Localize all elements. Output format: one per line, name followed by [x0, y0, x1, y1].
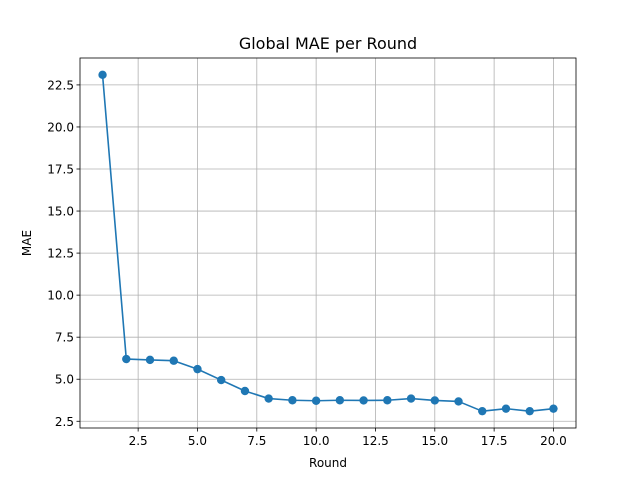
y-tick-label: 15.0	[47, 205, 74, 219]
x-axis-label: Round	[309, 456, 347, 470]
x-tick-label: 10.0	[303, 434, 330, 448]
y-axis-label: MAE	[20, 230, 34, 256]
data-point	[264, 394, 273, 403]
data-point	[549, 404, 558, 413]
data-point	[383, 396, 392, 405]
grid-layer	[80, 58, 576, 428]
data-point	[454, 397, 463, 406]
x-tick-label: 7.5	[247, 434, 266, 448]
data-point	[288, 396, 297, 405]
data-point	[478, 406, 487, 416]
data-point	[169, 356, 178, 365]
x-tick-label: 5.0	[188, 434, 207, 448]
data-point	[525, 406, 534, 416]
data-point	[122, 354, 131, 364]
data-point	[145, 355, 155, 365]
y-tick-label: 17.5	[47, 163, 74, 177]
data-point	[406, 394, 416, 403]
y-tick-label: 2.5	[55, 415, 74, 429]
tick-layer: 2.5 5.0 7.5 10.0 12.5 15.0 17.5 20.0 2.5 5.0 7.5 10…	[47, 78, 567, 448]
x-tick-label: 15.0	[421, 434, 448, 448]
data-point	[335, 396, 345, 405]
y-tick-label: 20.0	[47, 120, 74, 134]
y-tick-label: 7.5	[55, 331, 74, 345]
plot-frame	[79, 57, 577, 429]
series-layer	[98, 70, 558, 416]
chart-title: Global MAE per Round	[239, 34, 417, 53]
y-tick-label: 10.0	[47, 289, 74, 303]
y-tick-label: 12.5	[47, 247, 74, 261]
data-point	[311, 396, 321, 405]
data-point	[193, 364, 202, 374]
x-tick-label: 12.5	[362, 434, 389, 448]
x-tick-label: 17.5	[481, 434, 508, 448]
data-point	[240, 386, 250, 396]
data-point	[430, 396, 439, 405]
x-tick-label: 2.5	[129, 434, 148, 448]
y-tick-label: 5.0	[55, 373, 74, 387]
data-point	[359, 396, 368, 405]
y-tick-label: 22.5	[47, 78, 74, 92]
data-point	[501, 404, 511, 413]
data-point	[98, 70, 107, 80]
x-tick-label: 20.0	[540, 434, 567, 448]
data-point	[217, 375, 226, 385]
